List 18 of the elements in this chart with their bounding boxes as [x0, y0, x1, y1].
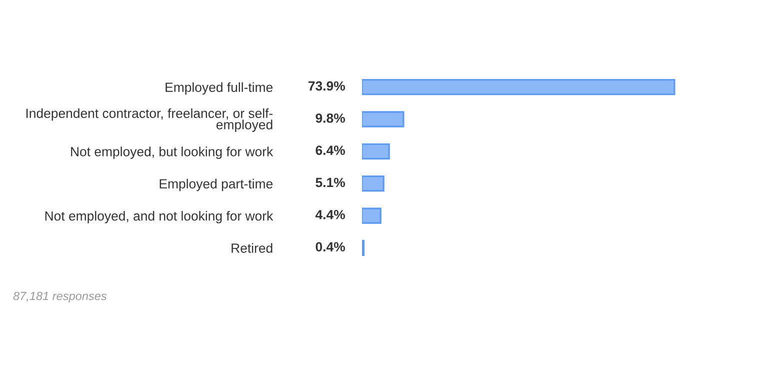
- data-label: 5.1%: [316, 178, 345, 188]
- bar: [362, 79, 676, 96]
- y-tick-label: Retired: [232, 243, 272, 253]
- bar: [362, 111, 404, 128]
- data-label: 0.4%: [316, 242, 345, 252]
- y-tick-label: Independent contractor, freelancer, or self- employed: [26, 108, 273, 132]
- text: 87,181 responses: [13, 292, 107, 303]
- y-tick-label: Employed full-time: [166, 82, 273, 95]
- data-label: 4.4%: [315, 210, 345, 220]
- y-tick-label: Not employed, and not looking for work: [45, 210, 274, 224]
- data-label: 9.8%: [316, 113, 345, 123]
- bar: [362, 143, 390, 160]
- data-label: 6.4%: [316, 146, 345, 155]
- bar: [362, 208, 382, 224]
- y-tick-label: Employed part-time: [160, 178, 273, 192]
- data-label: 73.9%: [308, 81, 345, 91]
- bar: [362, 176, 384, 192]
- y-tick-label: Not employed, but looking for work: [71, 146, 274, 159]
